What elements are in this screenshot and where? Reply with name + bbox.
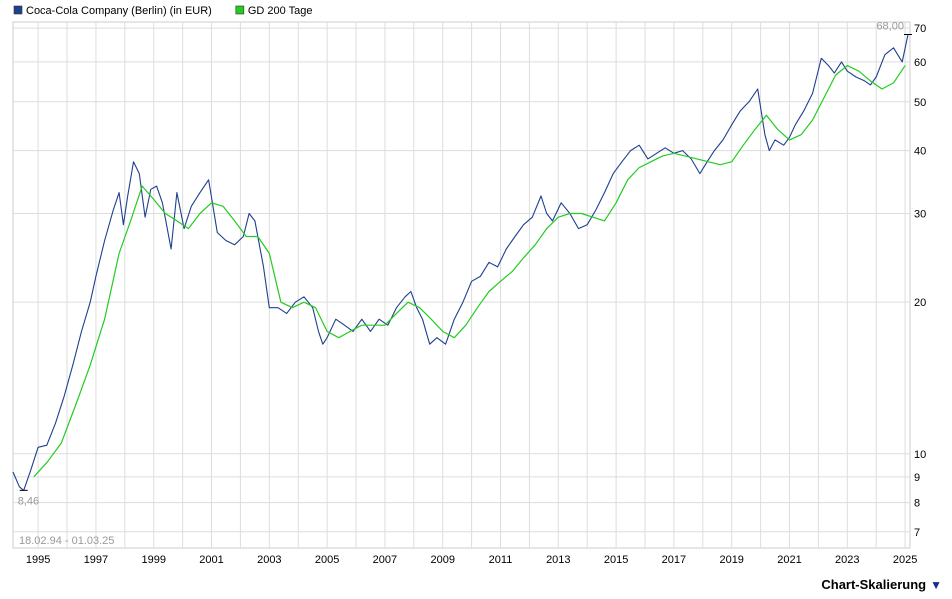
y-tick-label: 10 — [914, 449, 926, 461]
min-value-label: 8,46 — [18, 495, 39, 507]
moving-average-line — [33, 64, 906, 478]
y-tick-label: 9 — [914, 472, 920, 484]
x-tick-label: 2025 — [893, 554, 917, 566]
x-tick-label: 1997 — [84, 554, 108, 566]
y-tick-label: 8 — [914, 498, 920, 510]
x-tick-label: 2021 — [777, 554, 801, 566]
x-tick-label: 1995 — [26, 554, 50, 566]
price-series-line — [12, 34, 909, 491]
x-tick-label: 2015 — [604, 554, 628, 566]
line-chart: 7 8 9 10 20 30 40 50 60 70 1995 1997 1999 2001 2003 200… — [12, 5, 926, 566]
y-tick-label: 70 — [914, 23, 926, 35]
y-tick-label: 40 — [914, 146, 926, 158]
x-tick-label: 2019 — [719, 554, 743, 566]
x-tick-label: 2003 — [257, 554, 281, 566]
x-tick-label: 2011 — [489, 554, 513, 566]
chart-scaling-label: Chart-Skalierung — [821, 577, 927, 592]
x-axis-ticks: 1995 1997 1999 2001 2003 2005 2007 2009 2011 2013… — [26, 554, 917, 566]
legend-label-price: Coca-Cola Company (Berlin) (in EUR) — [26, 5, 212, 17]
plot-frame — [12, 21, 911, 549]
max-value-label: 68,00 — [876, 21, 904, 33]
y-tick-label: 20 — [914, 297, 926, 309]
y-tick-label: 30 — [914, 208, 926, 220]
x-tick-label: 2007 — [373, 554, 397, 566]
y-axis-ticks: 7 8 9 10 20 30 40 50 60 70 — [914, 23, 926, 539]
legend-swatch-price — [13, 5, 23, 15]
x-tick-label: 2023 — [835, 554, 859, 566]
x-tick-label: 2001 — [199, 554, 223, 566]
legend-swatch-ma — [235, 5, 245, 15]
x-tick-label: 1999 — [141, 554, 165, 566]
y-tick-label: 7 — [914, 527, 920, 539]
x-tick-label: 2005 — [315, 554, 339, 566]
x-tick-label: 2013 — [546, 554, 570, 566]
chevron-down-icon: ▼ — [930, 578, 942, 592]
y-tick-label: 50 — [914, 97, 926, 109]
chart-scaling-button[interactable]: Chart-Skalierung ▼ — [821, 577, 942, 592]
legend-label-ma: GD 200 Tage — [248, 5, 313, 17]
grid-lines — [13, 22, 910, 548]
date-range-label: 18.02.94 - 01.03.25 — [19, 535, 114, 547]
legend: Coca-Cola Company (Berlin) (in EUR) GD 20… — [13, 5, 313, 17]
y-tick-label: 60 — [914, 57, 926, 69]
x-tick-label: 2017 — [662, 554, 686, 566]
x-tick-label: 2009 — [430, 554, 454, 566]
